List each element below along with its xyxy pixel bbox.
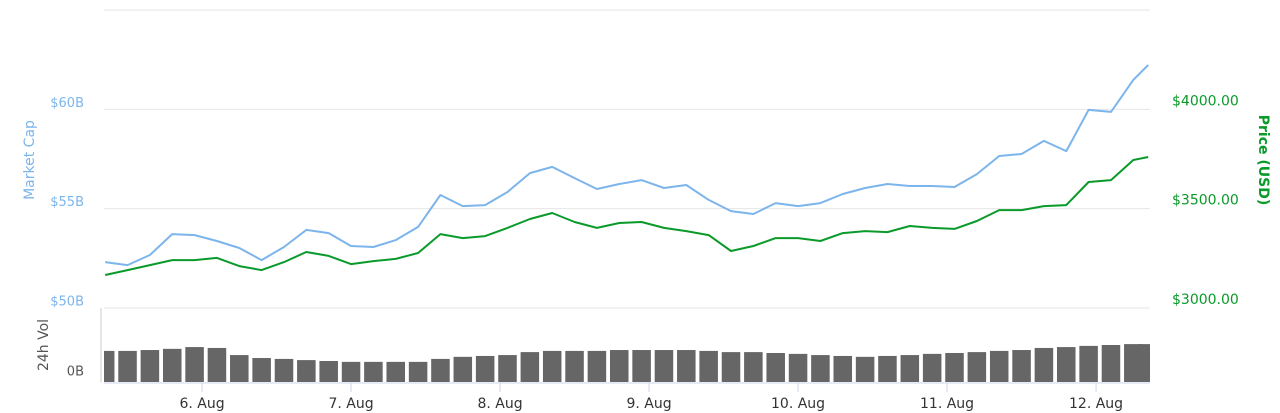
volume-bar [945, 352, 964, 382]
y2-tick-label: $3000.00 [1172, 292, 1239, 308]
volume-bar [788, 353, 808, 382]
volume-bar [230, 355, 249, 382]
x-tick-label: 9. Aug [626, 396, 671, 412]
volume-bar [587, 350, 607, 382]
volume-axis-title: 24h Vol [36, 319, 52, 371]
volume-bar [408, 361, 428, 382]
y-axis-title: Market Cap [22, 120, 38, 200]
x-tick-label: 6. Aug [179, 396, 224, 412]
volume-bar [319, 360, 338, 382]
volume-bar [252, 358, 271, 382]
volume-bar [364, 361, 383, 382]
volume-bar [744, 352, 763, 382]
volume-bar [1056, 347, 1076, 382]
volume-bar [104, 350, 115, 382]
y-tick-label: 0B [67, 365, 84, 380]
volume-bar [475, 355, 495, 382]
volume-bar [274, 358, 294, 382]
volume-bar [118, 350, 137, 382]
volume-bar [654, 350, 674, 382]
x-tick-label: 10. Aug [771, 396, 825, 412]
volume-bar [542, 350, 562, 382]
volume-bar [207, 347, 227, 382]
y-tick-label: $60B [50, 96, 84, 111]
price-line [105, 64, 1149, 267]
volume-bar [1101, 345, 1121, 382]
volume-bar [811, 355, 830, 382]
volume-bar [453, 356, 473, 382]
volume-bar [766, 352, 785, 382]
volume-bar [162, 348, 182, 382]
volume-bar [565, 350, 584, 382]
y-tick-label: $55B [50, 195, 84, 210]
volume-bar [855, 356, 875, 382]
volume-bar [1012, 350, 1031, 382]
volume-bar [833, 355, 853, 382]
volume-bar [297, 360, 316, 382]
volume-bar [699, 350, 718, 382]
volume-bar [1124, 344, 1143, 382]
x-tick-label: 8. Aug [477, 396, 522, 412]
x-tick-label: 12. Aug [1069, 396, 1123, 412]
y2-tick-label: $4000.00 [1172, 93, 1239, 109]
x-tick-label: 7. Aug [328, 396, 373, 412]
volume-bar [677, 350, 696, 382]
volume-bar [1079, 345, 1098, 382]
price-line [104, 156, 1149, 276]
volume-bar [140, 350, 160, 382]
volume-bar [1034, 347, 1054, 382]
volume-bar [989, 350, 1009, 382]
volume-bar [386, 361, 406, 382]
y2-axis-title: Price (USD) [1255, 115, 1271, 206]
volume-bar [900, 355, 920, 382]
volume-bar [632, 350, 651, 382]
volume-bar [609, 350, 629, 382]
volume-bar [431, 358, 450, 382]
volume-bar [520, 352, 540, 382]
y-tick-label: $50B [50, 295, 84, 310]
volume-bar [498, 355, 517, 382]
x-tick-label: 11. Aug [920, 396, 974, 412]
volume-bar [721, 352, 741, 382]
volume-bar [1138, 344, 1150, 382]
volume-bar [341, 361, 361, 382]
volume-bar [922, 353, 942, 382]
y2-tick-label: $3500.00 [1172, 193, 1239, 209]
volume-bar [185, 347, 204, 382]
volume-bar [967, 352, 987, 382]
volume-bar [878, 355, 897, 382]
